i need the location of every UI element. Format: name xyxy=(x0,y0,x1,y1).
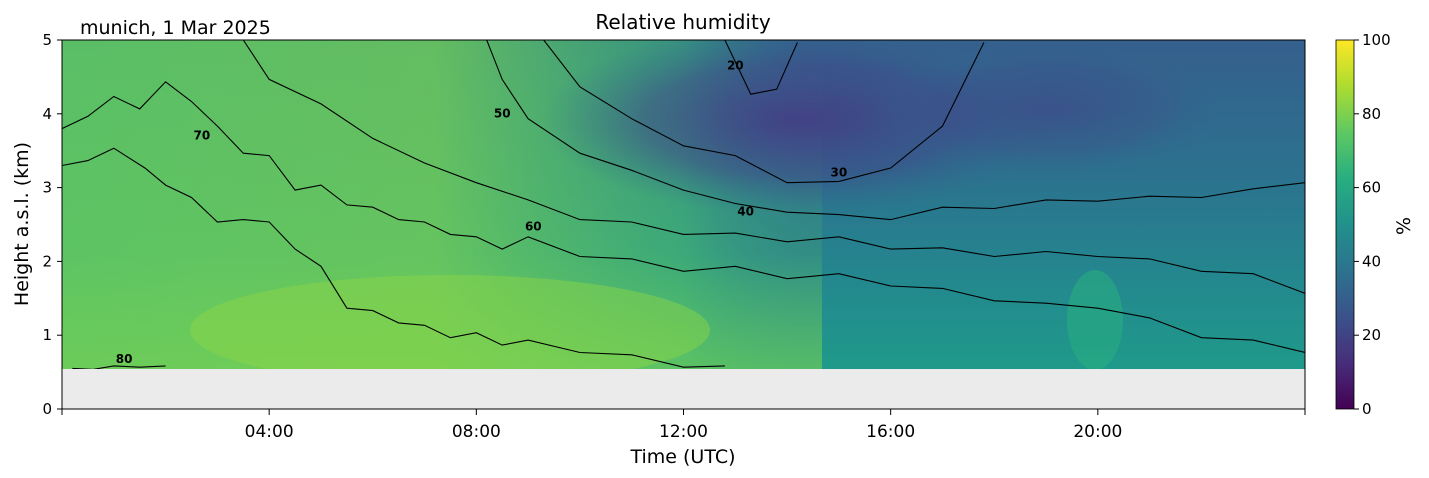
y-tick-label: 1 xyxy=(42,326,52,344)
x-axis-label: Time (UTC) xyxy=(629,446,735,468)
contour-label: 80 xyxy=(116,352,133,366)
colorbar-tick-label: 60 xyxy=(1362,179,1381,197)
colorbar-tick-label: 20 xyxy=(1362,326,1381,344)
y-axis-label: Height a.s.l. (km) xyxy=(11,142,33,306)
y-tick-label: 4 xyxy=(42,105,52,123)
contour-line-50 xyxy=(242,40,1305,294)
y-tick-label: 5 xyxy=(42,31,52,49)
contour-line-30 xyxy=(543,40,985,184)
contour-label: 20 xyxy=(727,59,744,73)
contour-line-70 xyxy=(62,147,725,368)
contour-label: 50 xyxy=(494,106,511,120)
colorbar-tick-label: 80 xyxy=(1362,105,1381,123)
x-tick-label: 04:00 xyxy=(245,422,294,442)
y-tick-label: 3 xyxy=(42,179,52,197)
colorbar-tick-label: 0 xyxy=(1362,400,1372,418)
humidity-field xyxy=(62,40,1305,369)
colorbar-tick-label: 40 xyxy=(1362,252,1381,270)
contour-labels: 80 70 60 50 40 30 20 xyxy=(116,59,847,367)
chart-subtitle: munich, 1 Mar 2025 xyxy=(80,17,271,39)
contour-line-80 xyxy=(72,365,166,369)
contour-label: 30 xyxy=(831,166,848,180)
colorbar-label: % xyxy=(1393,217,1415,235)
contour-label: 60 xyxy=(525,219,542,233)
x-tick-label: 16:00 xyxy=(866,422,915,442)
contour-label: 70 xyxy=(193,129,210,143)
no-data-band xyxy=(62,369,1305,409)
y-tick-label: 2 xyxy=(42,252,52,270)
x-tick-label: 20:00 xyxy=(1073,422,1122,442)
y-axis: 0 1 2 3 4 5 xyxy=(42,31,62,418)
contour-layer xyxy=(62,40,1305,369)
contour-label: 40 xyxy=(737,205,754,219)
colorbar-tick-label: 100 xyxy=(1362,31,1391,49)
y-tick-label: 0 xyxy=(42,400,52,418)
x-tick-label: 08:00 xyxy=(452,422,501,442)
x-axis: 04:00 08:00 12:00 16:00 20:00 xyxy=(61,409,1306,442)
colorbar-ticks: 0 20 40 60 80 100 xyxy=(1354,31,1391,418)
contour-line-40 xyxy=(486,40,1305,221)
chart-title: Relative humidity xyxy=(595,10,770,34)
colorbar xyxy=(1335,39,1355,410)
contour-line-60 xyxy=(62,81,1305,354)
x-tick-label: 12:00 xyxy=(659,422,708,442)
contour-line-20 xyxy=(724,40,798,95)
